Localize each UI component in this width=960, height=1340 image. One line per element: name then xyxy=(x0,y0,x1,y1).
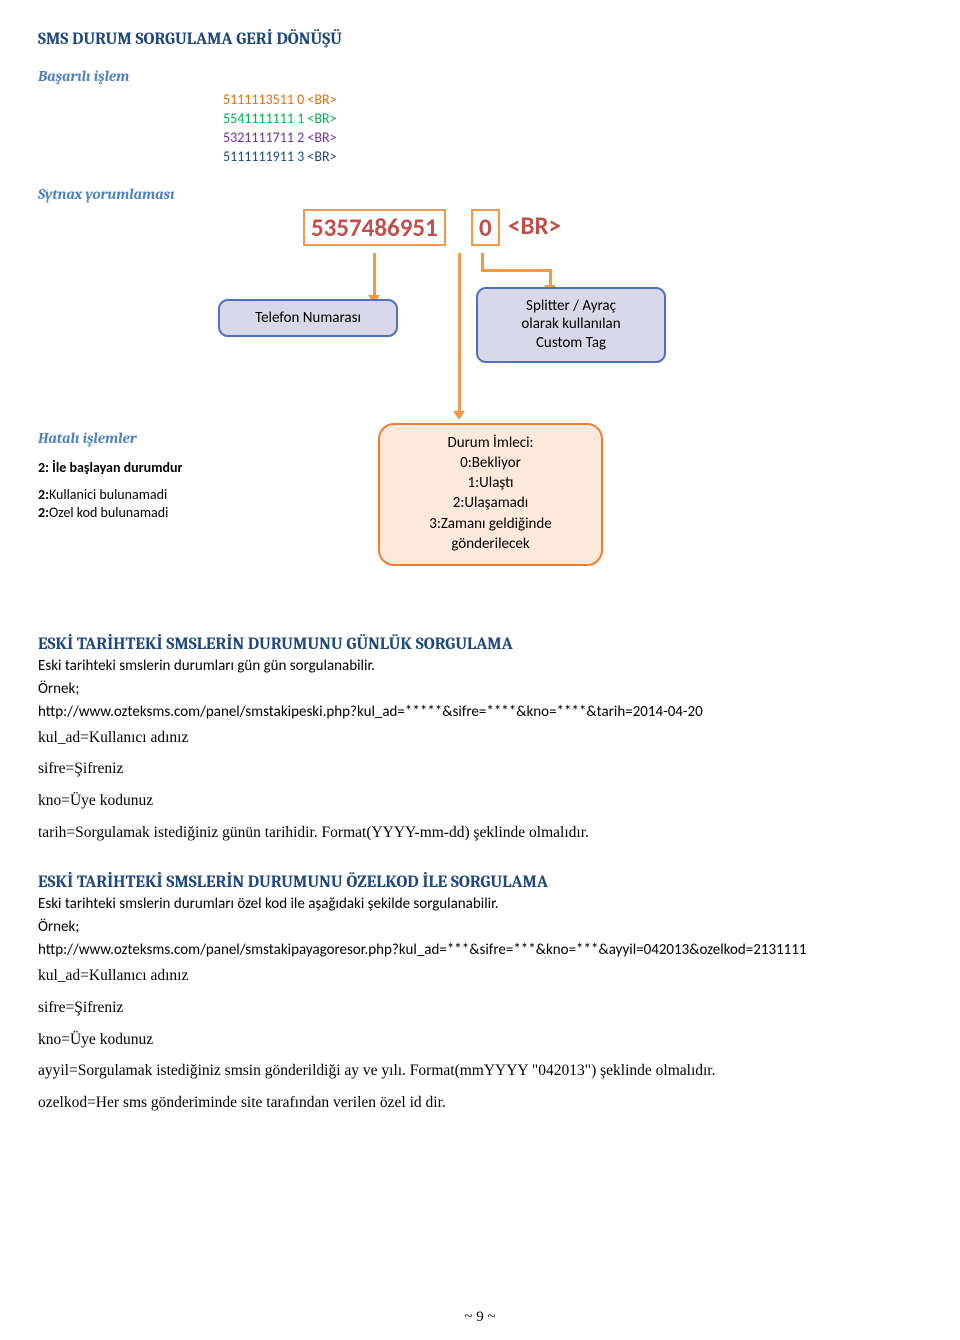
error-line: 2:Ozel kod bulunamadi xyxy=(38,504,318,521)
section2-body: Eski tarihteki smslerin durumları özel k… xyxy=(38,894,922,1113)
text: ozelkod=Her sms gönderiminde site tarafı… xyxy=(38,1092,922,1114)
section2-title: ESKİ TARİHTEKİ SMSLERİN DURUMUNU ÖZELKOD… xyxy=(38,873,922,892)
text: sifre=Şifreniz xyxy=(38,758,922,780)
text: kno=Üye kodunuz xyxy=(38,1029,922,1051)
text: Eski tarihteki smslerin durumları gün gü… xyxy=(38,656,922,677)
status-line: gönderilecek xyxy=(382,534,599,554)
text: Örnek; xyxy=(38,679,922,700)
page-title: SMS DURUM SORGULAMA GERİ DÖNÜŞÜ xyxy=(38,30,922,49)
errors-sub: 2: İle başlayan durumdur xyxy=(38,459,318,476)
callout-status: Durum İmleci: 0:Bekliyor 1:Ulaştı 2:Ulaş… xyxy=(378,423,603,567)
callout-phone: Telefon Numarası xyxy=(218,299,398,337)
page-number: ~ 9 ~ xyxy=(0,1309,960,1326)
subheading-syntax: Sytnax yorumlaması xyxy=(38,185,922,203)
text: Örnek; xyxy=(38,917,922,938)
syntax-br-text: <BR> xyxy=(502,209,567,242)
text: Eski tarihteki smslerin durumları özel k… xyxy=(38,894,922,915)
subheading-success: Başarılı işlem xyxy=(38,67,922,85)
text: http://www.ozteksms.com/panel/smstakipes… xyxy=(38,702,922,723)
code-line: 5321111711 2 <BR> xyxy=(223,129,922,148)
section1-title: ESKİ TARİHTEKİ SMSLERİN DURUMUNU GÜNLÜK … xyxy=(38,635,922,654)
syntax-diagram: 5357486951 0 <BR> xyxy=(38,209,922,269)
code-line: 5541111111 1 <BR> xyxy=(223,110,922,129)
code-line: 5111111911 3 <BR> xyxy=(223,148,922,167)
status-line: 3:Zamanı geldiğinde xyxy=(382,514,599,534)
errors-section: Hatalı işlemler 2: İle başlayan durumdur… xyxy=(38,429,922,599)
text: kul_ad=Kullanıcı adınız xyxy=(38,727,922,749)
text: ayyil=Sorgulamak istediğiniz smsin gönde… xyxy=(38,1060,922,1082)
code-line: 5111113511 0 <BR> xyxy=(223,91,922,110)
text: kul_ad=Kullanıcı adınız xyxy=(38,965,922,987)
status-line: 1:Ulaştı xyxy=(382,473,599,493)
section1-body: Eski tarihteki smslerin durumları gün gü… xyxy=(38,656,922,844)
status-line: 2:Ulaşamadı xyxy=(382,493,599,513)
status-line: 0:Bekliyor xyxy=(382,453,599,473)
syntax-zero-box: 0 xyxy=(471,209,500,246)
status-title: Durum İmleci: xyxy=(382,433,599,453)
error-line: 2:Kullanici bulunamadi xyxy=(38,486,318,503)
text: http://www.ozteksms.com/panel/smstakipay… xyxy=(38,940,922,961)
callout-diagram: Telefon Numarası Splitter / Ayraçolarak … xyxy=(38,277,922,427)
syntax-phone-box: 5357486951 xyxy=(303,209,446,246)
text: kno=Üye kodunuz xyxy=(38,790,922,812)
code-block: 5111113511 0 <BR> 5541111111 1 <BR> 5321… xyxy=(223,91,922,167)
text: sifre=Şifreniz xyxy=(38,997,922,1019)
text: tarih=Sorgulamak istediğiniz günün tarih… xyxy=(38,822,922,844)
callout-splitter: Splitter / Ayraçolarak kullanılanCustom … xyxy=(476,287,666,363)
subheading-errors: Hatalı işlemler xyxy=(38,429,318,447)
